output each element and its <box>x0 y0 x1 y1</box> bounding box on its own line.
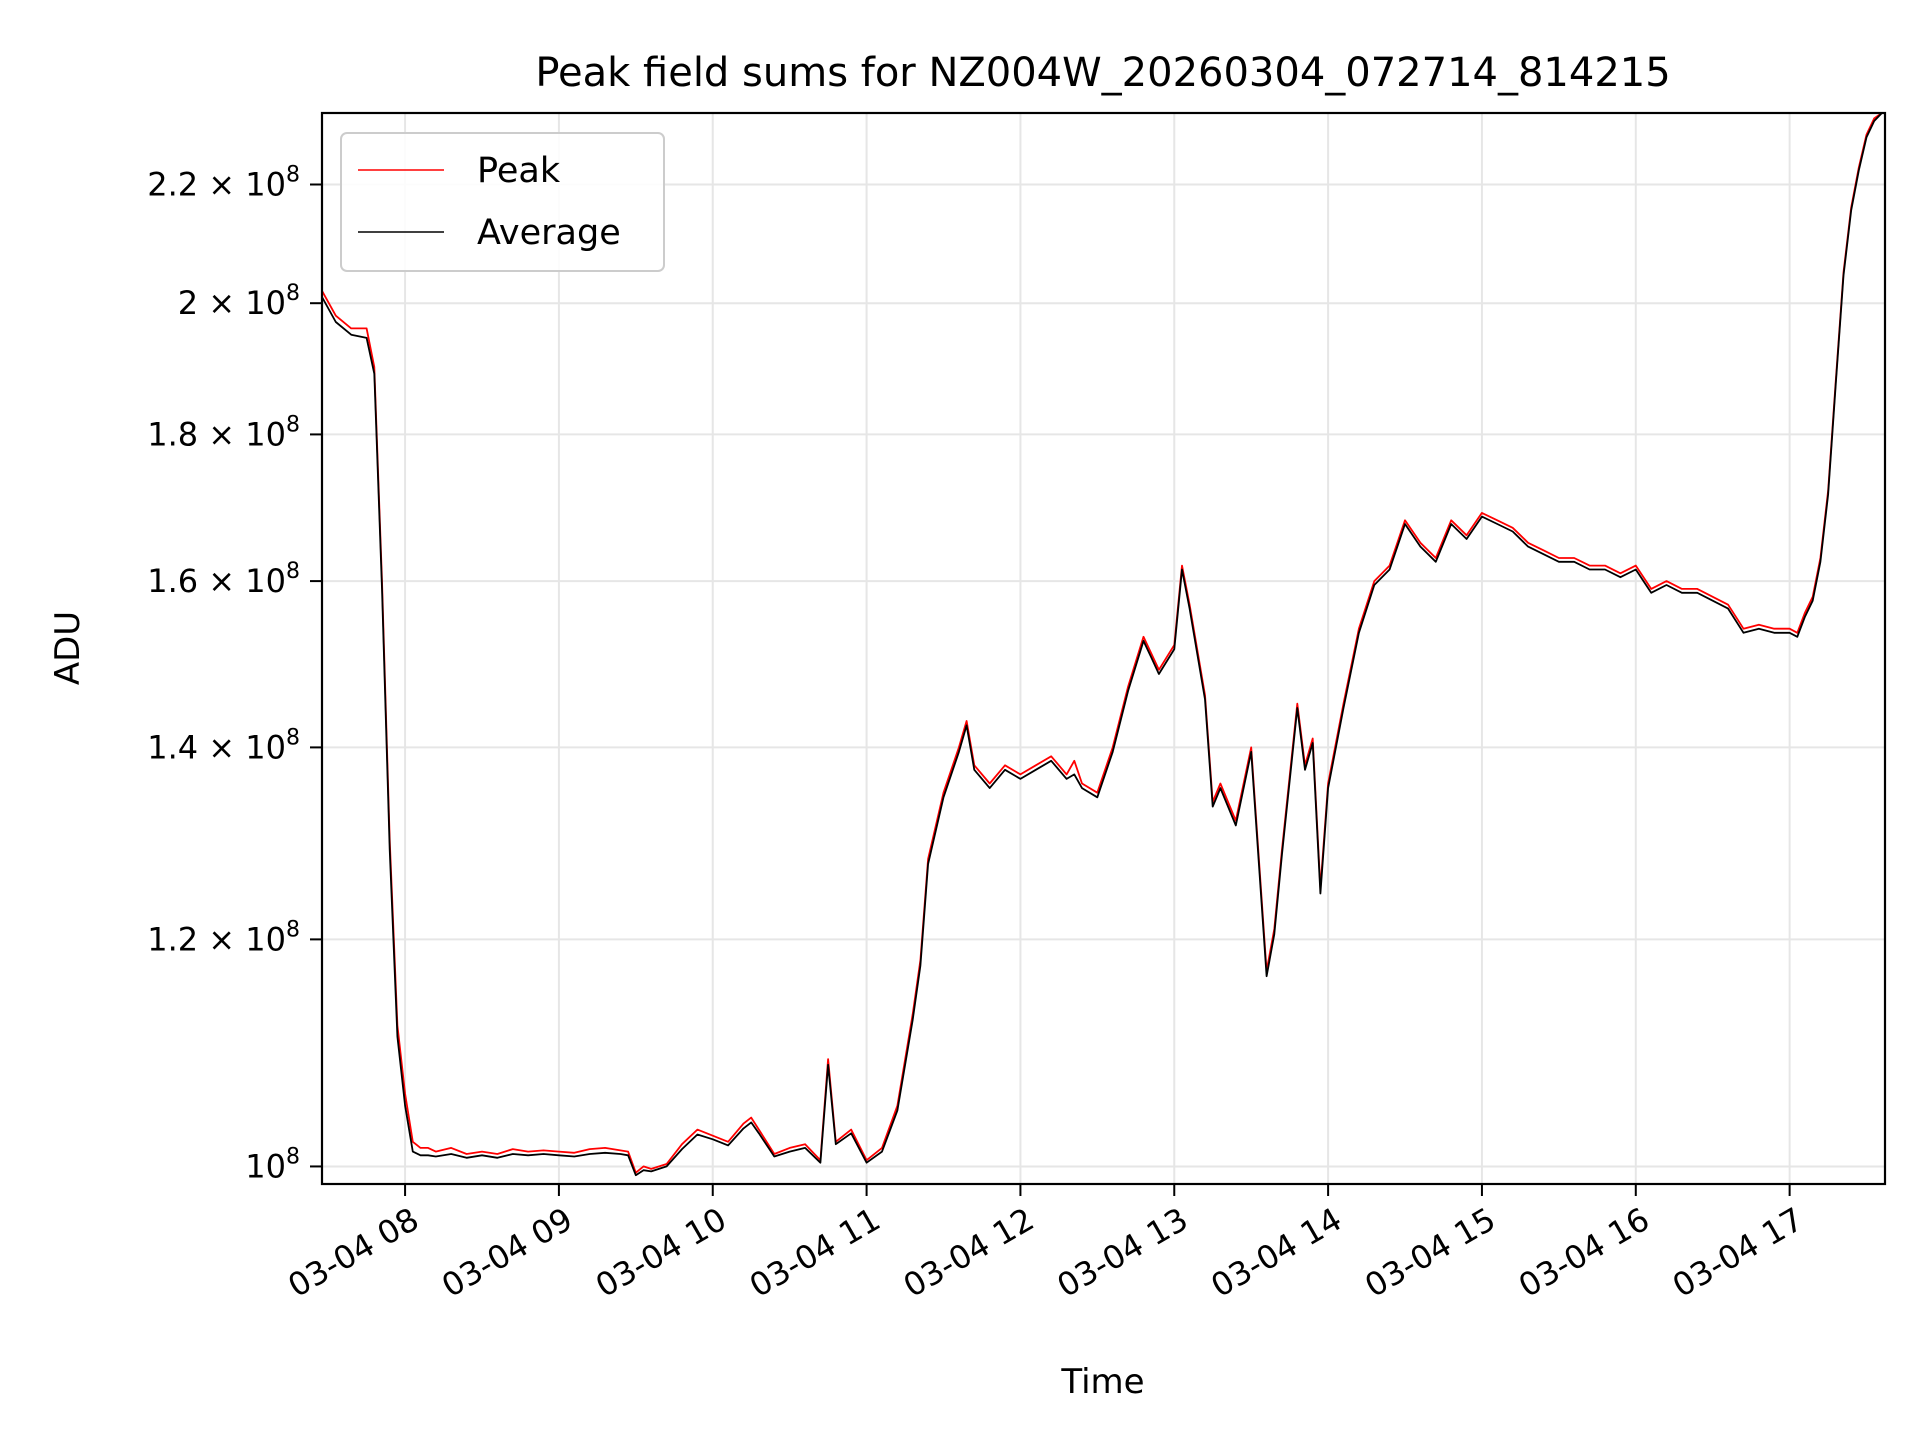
plot-series <box>321 112 1883 1177</box>
legend-label-average: Average <box>477 213 621 253</box>
y-tick-label: 1.8 × 108 <box>147 412 300 453</box>
y-tick-label: 1.6 × 108 <box>147 559 300 600</box>
plot-frame <box>320 111 1887 1186</box>
series-line-peak <box>321 112 1883 1174</box>
legend: Peak Average <box>340 132 665 272</box>
y-tick-label: 2.2 × 108 <box>147 162 300 203</box>
y-tick-label: 108 <box>245 1144 300 1185</box>
chart-title: Peak field sums for NZ004W_20260304_0727… <box>535 50 1670 96</box>
y-tick-label: 1.2 × 108 <box>147 917 300 958</box>
series-line-average <box>321 112 1883 1177</box>
legend-label-peak: Peak <box>477 151 561 191</box>
y-axis-label: ADU <box>48 611 88 685</box>
y-tick-label: 1.4 × 108 <box>147 725 300 766</box>
x-axis-label: Time <box>1060 1362 1144 1402</box>
grid <box>322 113 1885 1184</box>
y-tick-label: 2 × 108 <box>178 281 300 322</box>
legend-box <box>340 132 665 272</box>
y-axis: 108 1.2 × 108 1.4 × 108 1.6 × 108 1.8 × 108 2… <box>147 162 322 1185</box>
